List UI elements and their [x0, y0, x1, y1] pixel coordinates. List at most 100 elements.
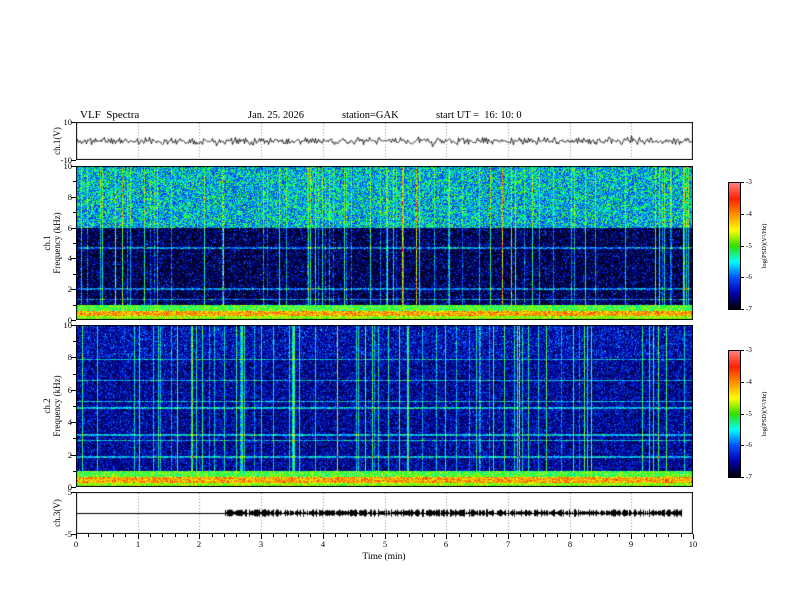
- tick-mark: [71, 197, 76, 198]
- tick-mark: [741, 350, 744, 351]
- y-tick-label: 8: [67, 352, 72, 362]
- tick-mark: [101, 534, 102, 537]
- ch3-voltage-axis-label: ch.3(V): [52, 499, 62, 527]
- ch1-voltage-axis-label: ch.1(V): [52, 127, 62, 155]
- y-tick-label: 10: [63, 161, 73, 171]
- tick-mark: [360, 534, 361, 537]
- y-tick-label: 6: [67, 223, 72, 233]
- tick-mark: [71, 492, 76, 493]
- tick-mark: [298, 534, 299, 537]
- tick-mark: [71, 422, 76, 423]
- tick-mark: [73, 406, 76, 407]
- tick-mark: [310, 534, 311, 537]
- tick-mark: [73, 243, 76, 244]
- tick-mark: [693, 534, 694, 539]
- tick-mark: [261, 534, 262, 539]
- tick-mark: [273, 534, 274, 537]
- colorbar1-unit-label: log(PSD)(V²/Hz): [761, 223, 768, 269]
- colorbar-ch2: [728, 350, 741, 478]
- tick-mark: [619, 534, 620, 537]
- y-tick-label: 4: [67, 417, 72, 427]
- tick-mark: [125, 534, 126, 537]
- colorbar-tick-label: -3: [746, 178, 752, 186]
- tick-mark: [73, 181, 76, 182]
- tick-mark: [71, 122, 76, 123]
- y-tick-label: 2: [67, 284, 72, 294]
- tick-mark: [594, 534, 595, 537]
- colorbar2-unit-label: log(PSD)(V²/Hz): [761, 391, 768, 437]
- tick-mark: [71, 258, 76, 259]
- y-tick-label: 2: [67, 450, 72, 460]
- tick-mark: [73, 274, 76, 275]
- tick-mark: [385, 534, 386, 539]
- tick-mark: [459, 534, 460, 537]
- tick-mark: [422, 534, 423, 537]
- tick-mark: [656, 534, 657, 537]
- x-tick-label: 9: [628, 539, 634, 549]
- ch1-frequency-axis-label: ch.1 Frequency (kHz): [42, 212, 62, 273]
- tick-mark: [607, 534, 608, 537]
- tick-mark: [409, 534, 410, 537]
- tick-mark: [668, 534, 669, 537]
- tick-mark: [113, 534, 114, 537]
- tick-mark: [434, 534, 435, 537]
- tick-mark: [71, 357, 76, 358]
- ch1-channel-label: ch.1: [42, 235, 52, 251]
- x-tick-label: 10: [688, 539, 698, 549]
- tick-mark: [236, 534, 237, 537]
- colorbar-tick-label: -6: [746, 441, 752, 449]
- tick-mark: [88, 534, 89, 537]
- tick-mark: [397, 534, 398, 537]
- x-tick-label: 4: [320, 539, 326, 549]
- x-tick-label: 5: [382, 539, 388, 549]
- x-tick-label: 6: [443, 539, 449, 549]
- tick-mark: [71, 534, 76, 535]
- tick-mark: [741, 477, 744, 478]
- colorbar-tick-label: -4: [746, 378, 752, 386]
- tick-mark: [533, 534, 534, 537]
- colorbar-tick-label: -7: [746, 473, 752, 481]
- y-tick-label: 8: [67, 192, 72, 202]
- tick-mark: [73, 212, 76, 213]
- y-tick-label: 4: [67, 253, 72, 263]
- tick-mark: [286, 534, 287, 537]
- ch1-ytick-min: -10: [60, 155, 72, 165]
- ch3-ytick-max: 5: [67, 487, 72, 497]
- figure-start-ut: start UT = 16: 10: 0: [436, 110, 522, 121]
- tick-mark: [741, 182, 744, 183]
- x-tick-label: 0: [73, 539, 79, 549]
- colorbar-tick-label: -4: [746, 210, 752, 218]
- tick-mark: [520, 534, 521, 537]
- tick-mark: [162, 534, 163, 537]
- tick-mark: [471, 534, 472, 537]
- ch1-ytick-max: 10: [63, 117, 73, 127]
- tick-mark: [76, 534, 77, 539]
- ch1-spectrogram-panel: [76, 166, 693, 320]
- tick-mark: [557, 534, 558, 537]
- tick-mark: [71, 455, 76, 456]
- ch2-spectrogram-panel: [76, 325, 693, 487]
- ch1-waveform-panel: [76, 122, 693, 160]
- tick-mark: [73, 305, 76, 306]
- tick-mark: [570, 534, 571, 539]
- figure-date: Jan. 25. 2026: [248, 110, 304, 121]
- tick-mark: [741, 214, 744, 215]
- tick-mark: [631, 534, 632, 539]
- tick-mark: [496, 534, 497, 537]
- tick-mark: [545, 534, 546, 537]
- tick-mark: [71, 289, 76, 290]
- colorbar-tick-label: -5: [746, 242, 752, 250]
- tick-mark: [372, 534, 373, 537]
- tick-mark: [483, 534, 484, 537]
- tick-mark: [681, 534, 682, 537]
- tick-mark: [73, 374, 76, 375]
- ch3-waveform-panel: [76, 492, 693, 534]
- figure-title: VLF Spectra: [80, 109, 140, 121]
- tick-mark: [73, 471, 76, 472]
- tick-mark: [508, 534, 509, 539]
- colorbar-tick-label: -7: [746, 305, 752, 313]
- y-tick-label: 0: [67, 315, 72, 325]
- colorbar-tick-label: -3: [746, 346, 752, 354]
- x-tick-label: 1: [135, 539, 141, 549]
